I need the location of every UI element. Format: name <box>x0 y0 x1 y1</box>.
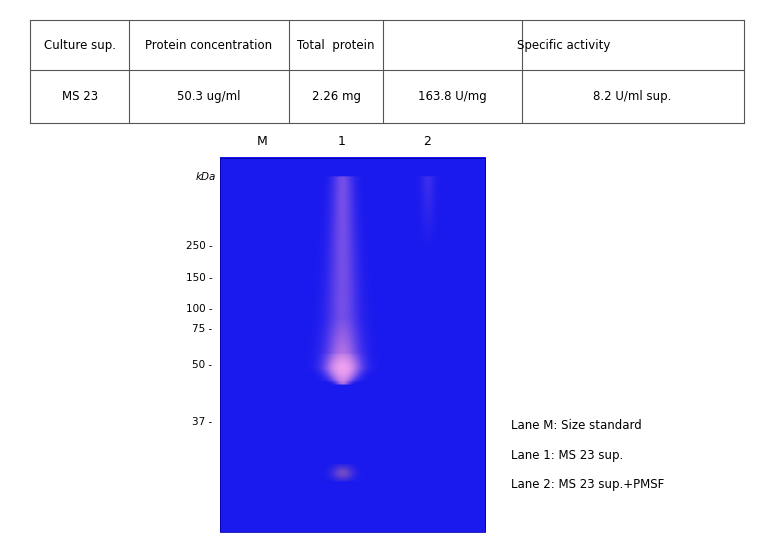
Text: 2: 2 <box>423 135 431 148</box>
Text: Specific activity: Specific activity <box>517 39 610 51</box>
Text: Lane 2: MS 23 sup.+PMSF: Lane 2: MS 23 sup.+PMSF <box>511 478 664 491</box>
Text: 100 -: 100 - <box>186 304 212 315</box>
Text: 8.2 U/ml sup.: 8.2 U/ml sup. <box>594 90 672 103</box>
Text: Protein concentration: Protein concentration <box>146 39 272 51</box>
Text: Lane M: Size standard: Lane M: Size standard <box>511 419 642 432</box>
Text: Lane 1: MS 23 sup.: Lane 1: MS 23 sup. <box>511 449 623 462</box>
Text: 163.8 U/mg: 163.8 U/mg <box>418 90 487 103</box>
Text: 75 -: 75 - <box>192 324 212 334</box>
Text: M: M <box>257 135 268 148</box>
Text: 250 -: 250 - <box>186 241 212 251</box>
Text: Culture sup.: Culture sup. <box>43 39 115 51</box>
Text: 37 -: 37 - <box>192 417 212 427</box>
Text: 50 -: 50 - <box>192 359 212 370</box>
Text: kDa: kDa <box>196 172 216 182</box>
Text: MS 23: MS 23 <box>62 90 98 103</box>
Text: 150 -: 150 - <box>186 273 212 283</box>
Text: Total  protein: Total protein <box>297 39 375 51</box>
Text: 1: 1 <box>338 135 346 148</box>
Text: 50.3 ug/ml: 50.3 ug/ml <box>177 90 241 103</box>
Text: 2.26 mg: 2.26 mg <box>312 90 361 103</box>
